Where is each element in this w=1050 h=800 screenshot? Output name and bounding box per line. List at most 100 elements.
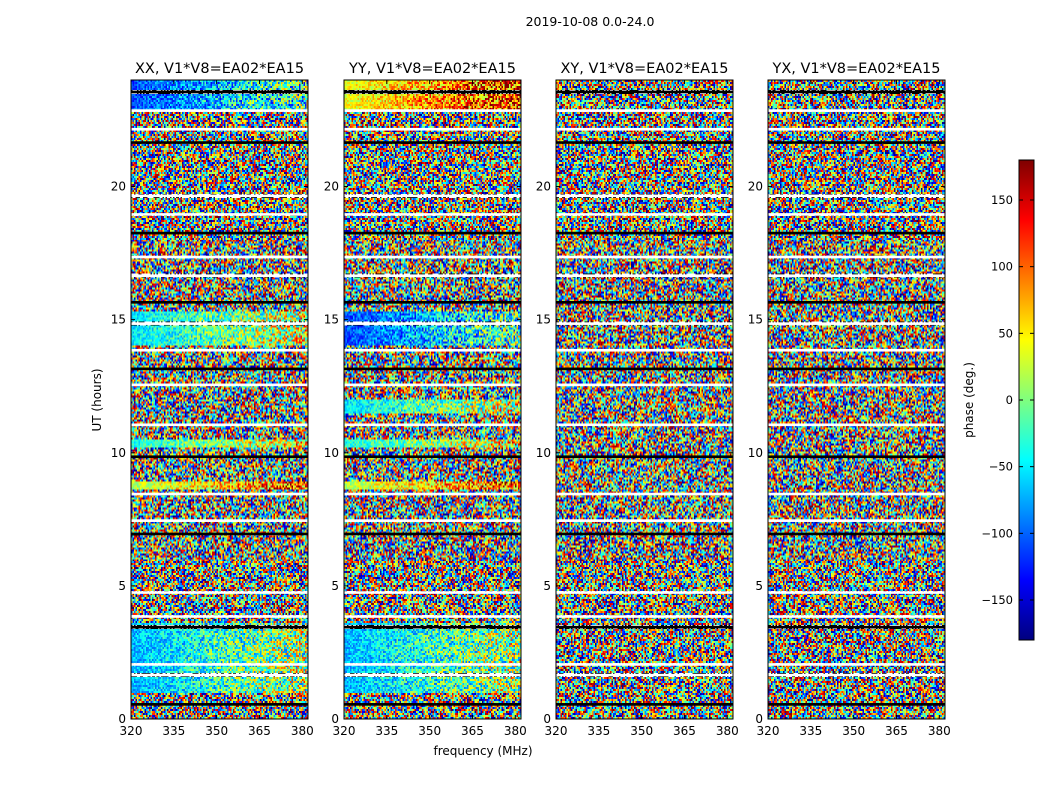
flagged-band (768, 591, 945, 594)
flagged-band (768, 300, 945, 304)
x-tick-label: 365 (461, 724, 484, 738)
flagged-band (344, 109, 521, 112)
panel-frame (555, 79, 734, 720)
x-axis-label: frequency (MHz) (433, 744, 532, 758)
colorbar-label: phase (deg.) (962, 362, 976, 438)
x-tick-label: 350 (205, 724, 228, 738)
flagged-band (344, 663, 521, 666)
flagged-band (344, 615, 521, 618)
y-tick-label: 20 (536, 180, 551, 194)
y-tick-label: 5 (118, 579, 126, 593)
flagged-band (556, 492, 733, 496)
x-tick-label: 365 (673, 724, 696, 738)
flagged-band (131, 127, 308, 131)
colorbar-tick-label: −100 (981, 526, 1013, 540)
y-tick-label: 0 (118, 712, 126, 726)
flagged-band (768, 141, 945, 144)
y-tick-label: 5 (331, 579, 339, 593)
flagged-band (131, 492, 308, 496)
y-tick-label: 5 (755, 579, 763, 593)
panel-title: XY, V1*V8=EA02*EA15 (560, 61, 728, 77)
flagged-band (768, 231, 945, 235)
y-tick-label: 10 (536, 446, 551, 460)
flagged-band (556, 274, 733, 278)
flagged-band (131, 532, 308, 536)
flagged-band (131, 625, 308, 629)
flagged-band (131, 423, 308, 427)
flagged-band (556, 213, 733, 216)
panel-yx: YX, V1*V8=EA02*EA15 320 335 350 365 380 0 5 10 15… (748, 61, 951, 738)
flagged-band (131, 141, 308, 144)
flagged-band (556, 455, 733, 459)
y-tick-label: 10 (111, 446, 126, 460)
suptitle: 2019-10-08 0.0-24.0 (526, 14, 655, 29)
flagged-band (344, 322, 521, 325)
panel-frame (343, 79, 522, 720)
flagged-band (768, 348, 945, 352)
flagged-band (344, 673, 521, 677)
x-tick-label: 335 (799, 724, 822, 738)
flagged-band (131, 255, 308, 259)
flagged-band (556, 141, 733, 144)
x-tick-label: 365 (885, 724, 908, 738)
x-tick-label: 335 (375, 724, 398, 738)
y-tick-label: 0 (543, 712, 551, 726)
flagged-band (131, 109, 308, 112)
flagged-band (768, 90, 945, 94)
flagged-band (131, 519, 308, 522)
y-axis-label: UT (hours) (90, 368, 104, 431)
panel-xx: XX, V1*V8=EA02*EA15 320 335 350 365 380 0 5 10 15… (111, 61, 314, 738)
flagged-band (556, 591, 733, 594)
flagged-band (344, 255, 521, 259)
colorbar: 150 100 50 0 −50 −100 −150 (981, 159, 1035, 641)
panels: XX, V1*V8=EA02*EA15 320 335 350 365 380 0 5 10 15… (111, 61, 951, 738)
colorbar-tick-label: 0 (1006, 393, 1013, 407)
y-tick-label: 20 (111, 180, 126, 194)
flagged-band (556, 90, 733, 94)
flagged-band (768, 663, 945, 666)
panel-title: XX, V1*V8=EA02*EA15 (135, 61, 304, 77)
flagged-band (768, 127, 945, 131)
flagged-band (131, 322, 308, 325)
heatmap-yy (344, 80, 521, 719)
flagged-band (556, 703, 733, 706)
flagged-band (768, 213, 945, 216)
x-tick-label: 350 (630, 724, 653, 738)
y-tick-label: 15 (111, 313, 126, 327)
flagged-band (131, 213, 308, 216)
flagged-band (556, 127, 733, 131)
flagged-band (344, 348, 521, 352)
panel-title: YY, V1*V8=EA02*EA15 (348, 61, 516, 77)
x-tick-label: 350 (418, 724, 441, 738)
flagged-band (768, 492, 945, 496)
flagged-band (768, 532, 945, 536)
flagged-band (344, 90, 521, 94)
colorbar-tick-label: 50 (998, 326, 1013, 340)
y-tick-label: 20 (748, 180, 763, 194)
panel-frame (130, 79, 309, 720)
y-tick-label: 5 (543, 579, 551, 593)
y-tick-label: 10 (324, 446, 339, 460)
flagged-band (344, 300, 521, 304)
x-tick-label: 320 (545, 724, 568, 738)
colorbar-tick-label: −150 (981, 593, 1013, 607)
x-tick-label: 350 (842, 724, 865, 738)
x-tick-label: 320 (757, 724, 780, 738)
flagged-band (556, 519, 733, 522)
flagged-band (556, 615, 733, 618)
y-tick-label: 0 (331, 712, 339, 726)
x-tick-label: 320 (120, 724, 143, 738)
flagged-band (768, 615, 945, 618)
flagged-band (768, 274, 945, 278)
y-tick-label: 15 (748, 313, 763, 327)
panel-title: YX, V1*V8=EA02*EA15 (771, 61, 940, 77)
flagged-band (344, 383, 521, 387)
flagged-band (556, 322, 733, 325)
x-tick-label: 380 (716, 724, 739, 738)
flagged-band (768, 367, 945, 371)
x-tick-label: 380 (291, 724, 314, 738)
flagged-band (556, 532, 733, 536)
x-tick-label: 380 (928, 724, 951, 738)
y-tick-label: 15 (324, 313, 339, 327)
flagged-band (344, 492, 521, 496)
